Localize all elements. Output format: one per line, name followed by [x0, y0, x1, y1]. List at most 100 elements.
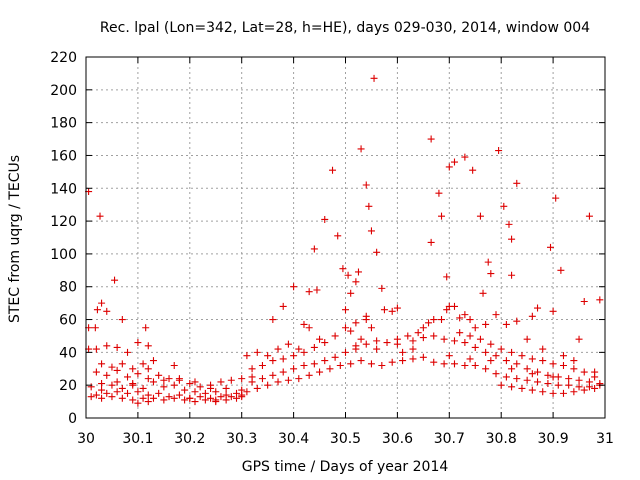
data-point [274, 378, 282, 386]
data-point [575, 335, 583, 343]
data-point [310, 245, 318, 253]
data-point [113, 388, 121, 396]
data-point [331, 332, 339, 340]
data-point [264, 352, 272, 360]
data-point [539, 357, 547, 365]
data-point [438, 212, 446, 220]
data-point [559, 352, 567, 360]
data-point [534, 304, 542, 312]
data-point [196, 383, 204, 391]
data-point [342, 306, 349, 314]
data-point [476, 335, 484, 343]
data-point [487, 270, 495, 278]
grid-lines [86, 57, 605, 418]
data-point [380, 306, 388, 314]
data-point [492, 352, 500, 360]
data-point [92, 345, 100, 353]
data-point [585, 212, 593, 220]
data-point [300, 361, 308, 369]
y-tick-label: 200 [50, 83, 77, 99]
data-point [466, 332, 474, 340]
data-point [362, 316, 370, 324]
data-point [134, 339, 142, 347]
data-point [108, 381, 116, 389]
data-point [502, 357, 510, 365]
data-point [238, 375, 246, 383]
data-point [124, 348, 132, 356]
data-point [443, 273, 451, 281]
data-point [329, 166, 337, 174]
data-point [207, 394, 215, 402]
data-point [549, 373, 557, 381]
data-point [367, 324, 375, 332]
data-point [165, 375, 173, 383]
data-point [181, 386, 189, 394]
data-point [96, 212, 104, 220]
data-point [186, 380, 194, 388]
data-point [222, 396, 230, 404]
data-point [427, 135, 435, 143]
data-point [284, 340, 292, 348]
data-point [344, 271, 352, 279]
data-point [334, 232, 342, 240]
data-point [393, 304, 401, 312]
data-point [290, 283, 298, 291]
y-tick-label: 120 [50, 214, 77, 230]
data-point [149, 357, 157, 365]
data-point [310, 343, 318, 351]
data-point [508, 235, 516, 243]
data-point [513, 375, 521, 383]
data-point [98, 360, 106, 368]
data-point [134, 370, 142, 378]
data-point [471, 343, 479, 351]
data-point [482, 365, 490, 373]
data-point [170, 361, 178, 369]
data-point [87, 383, 95, 391]
data-point [528, 312, 536, 320]
data-point [98, 386, 106, 394]
data-point [596, 296, 604, 304]
data-point [142, 324, 150, 332]
data-point [238, 393, 246, 401]
data-point [544, 380, 552, 388]
data-point [466, 355, 474, 363]
data-point [461, 361, 469, 369]
data-point [528, 370, 536, 378]
data-point [113, 378, 121, 386]
data-point [570, 388, 578, 396]
data-point [149, 394, 157, 402]
data-point [290, 352, 298, 360]
data-point [212, 388, 220, 396]
y-tick-label: 220 [50, 50, 77, 66]
data-point [238, 386, 246, 394]
data-point [103, 389, 111, 397]
x-tick-label: 30.4 [278, 431, 309, 447]
data-point [295, 375, 303, 383]
data-point [508, 365, 516, 373]
chart-title: Rec. lpal (Lon=342, Lat=28, h=HE), days … [100, 20, 590, 36]
data-point [378, 284, 386, 292]
data-point [378, 361, 386, 369]
y-tick-label: 80 [59, 280, 77, 296]
data-point [155, 371, 163, 379]
data-point [118, 394, 126, 402]
data-point [339, 265, 347, 273]
data-point [118, 360, 126, 368]
data-point [175, 391, 183, 399]
data-point [549, 307, 557, 315]
data-point [129, 380, 137, 388]
data-point [466, 316, 474, 324]
data-point [149, 378, 157, 386]
data-point [134, 399, 142, 407]
data-point [326, 365, 334, 373]
data-point [450, 360, 458, 368]
data-point [497, 381, 505, 389]
data-point [258, 361, 266, 369]
data-point [461, 153, 469, 161]
y-tick-label: 160 [50, 148, 77, 164]
data-point [399, 357, 407, 365]
data-point [191, 398, 199, 406]
data-point [354, 268, 362, 276]
data-point [528, 386, 536, 394]
